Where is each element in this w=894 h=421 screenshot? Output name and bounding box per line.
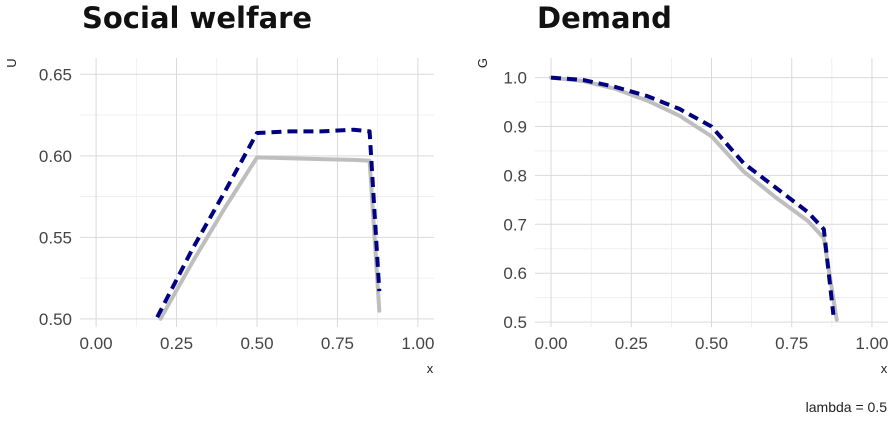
x-tick-label: 0.00 [534, 334, 567, 353]
x-tick-label: 0.75 [321, 334, 354, 353]
y-tick-label: 0.8 [503, 166, 527, 185]
series-line-dashed-navy [550, 75, 836, 316]
y-tick-label: 0.65 [39, 65, 72, 84]
grid [80, 58, 434, 327]
y-axis-label-g: G [475, 58, 490, 68]
y-tick-label: 0.5 [503, 313, 527, 332]
series-line-dashed-navy [155, 127, 382, 319]
series-line-solid-grey [549, 75, 839, 322]
y-tick-label: 0.55 [39, 228, 72, 247]
panel-title-social-welfare: Social welfare [82, 1, 312, 35]
grid [535, 58, 888, 327]
series-line-solid-grey [158, 155, 382, 321]
y-tick-label: 0.7 [503, 215, 527, 234]
y-tick-label: 0.6 [503, 264, 527, 283]
x-tick-label: 0.75 [775, 334, 808, 353]
x-tick-label: 0.50 [240, 334, 273, 353]
demand-panel: Demand G x 0.00 0.25 0.50 0.75 1.00 0.5 0.6 0.7… [475, 1, 889, 376]
y-axis-label-u: U [4, 58, 19, 67]
y-tick-label: 1.0 [503, 69, 527, 88]
x-axis-label-x: x [427, 361, 434, 376]
x-tick-label: 0.50 [695, 334, 728, 353]
y-tick-label: 0.60 [39, 147, 72, 166]
x-tick-label: 0.25 [160, 334, 193, 353]
caption-lambda: lambda = 0.5 [806, 399, 888, 415]
x-tick-label: 1.00 [401, 334, 434, 353]
panel-title-demand: Demand [537, 1, 672, 35]
y-tick-label: 0.50 [39, 310, 72, 329]
x-tick-label: 1.00 [855, 334, 888, 353]
y-tick-label: 0.9 [503, 117, 527, 136]
x-tick-label: 0.00 [80, 334, 113, 353]
x-axis-label-x: x [881, 361, 888, 376]
x-tick-label: 0.25 [615, 334, 648, 353]
social-welfare-panel: Social welfare U x 0.00 0.25 0.50 0.75 1.00 0… [4, 1, 434, 376]
